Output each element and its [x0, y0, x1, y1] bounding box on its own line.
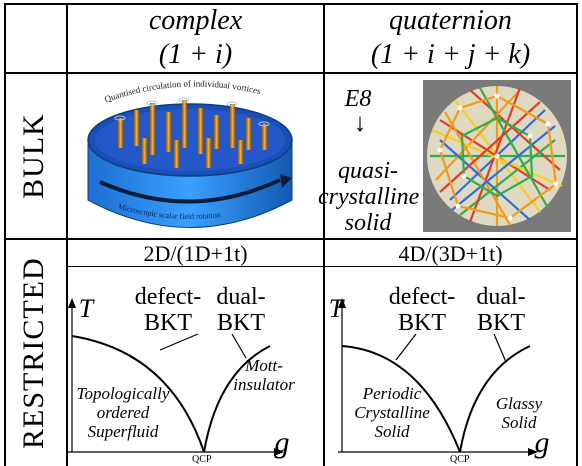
left-dual-bkt-label: BKT	[217, 310, 265, 336]
right-dual-bkt-label: BKT	[477, 310, 525, 336]
left-defect-bkt: defect- BKT	[120, 284, 216, 336]
left-defect-bkt-label: BKT	[144, 310, 192, 336]
header-quaternion-title: quaternion	[389, 5, 512, 36]
left-g-axis: g	[274, 426, 290, 459]
quasicrystal-line1: quasi-	[338, 158, 398, 184]
left-phase-superfluid-l1: Topologically	[76, 384, 170, 403]
grid-bulk-bottom	[4, 238, 578, 240]
left-phase-mott-l1: Mott-	[245, 356, 283, 375]
right-defect-bkt: defect- BKT	[374, 284, 470, 336]
restricted-left-dim: 2D/(1D+1t)	[143, 241, 248, 266]
header-quaternion: quaternion (1 + i + j + k)	[325, 4, 576, 72]
vortex-lines	[114, 97, 270, 168]
left-phase-mott: Mott- insulator	[224, 356, 304, 394]
grid-left	[4, 3, 6, 466]
grid-top	[4, 3, 578, 5]
e8-label: E8	[344, 86, 372, 112]
left-phase-mott-l2: insulator	[233, 375, 295, 394]
right-phase-crystalline-l3: Solid	[374, 422, 410, 441]
right-defect-bkt-label: BKT	[398, 310, 446, 336]
e8-arrow: ↓	[353, 108, 367, 137]
right-dual-label: dual-	[476, 284, 526, 310]
restricted-right-dim: 4D/(3D+1t)	[398, 241, 503, 266]
grid-subheader-bottom	[66, 266, 578, 267]
rotation-arrow	[99, 178, 281, 204]
right-phase-glassy: Glassy Solid	[484, 394, 554, 432]
quasicrystal-line2: crystalline	[318, 184, 420, 210]
right-phase-glassy-l2: Solid	[501, 413, 537, 432]
right-phase-glassy-l1: Glassy	[495, 394, 543, 413]
header-quaternion-sub: (1 + i + j + k)	[370, 39, 531, 70]
left-dual-bkt: dual- BKT	[206, 284, 276, 336]
right-g-axis: g	[534, 426, 550, 459]
header-complex: complex (1 + i)	[68, 4, 323, 72]
grid-col-divider-1	[66, 3, 68, 466]
left-dual-label: dual-	[216, 284, 266, 310]
left-t-axis: T	[78, 294, 94, 323]
right-t-axis: T	[328, 294, 344, 323]
left-defect-label: defect-	[134, 284, 202, 310]
left-phase-superfluid-l2: ordered	[96, 403, 150, 422]
grid-col-divider-2	[323, 3, 325, 466]
left-phase-superfluid: Topologically ordered Superfluid	[68, 384, 178, 441]
header-complex-title: complex	[148, 5, 243, 36]
quasicrystal-line3: solid	[344, 210, 392, 236]
right-dual-bkt: dual- BKT	[466, 284, 536, 336]
right-phase-crystalline-l2: Crystalline	[354, 403, 430, 422]
right-defect-label: defect-	[388, 284, 456, 310]
right-qcp: QCP	[450, 454, 470, 465]
left-qcp: QCP	[192, 454, 212, 465]
left-phase-superfluid-l3: Superfluid	[87, 422, 159, 441]
grid-right	[576, 3, 578, 466]
grid-header-bottom	[4, 72, 578, 74]
right-phase-crystalline: Periodic Crystalline Solid	[346, 384, 438, 441]
right-phase-crystalline-l1: Periodic	[362, 384, 422, 403]
header-complex-sub: (1 + i)	[158, 39, 233, 70]
